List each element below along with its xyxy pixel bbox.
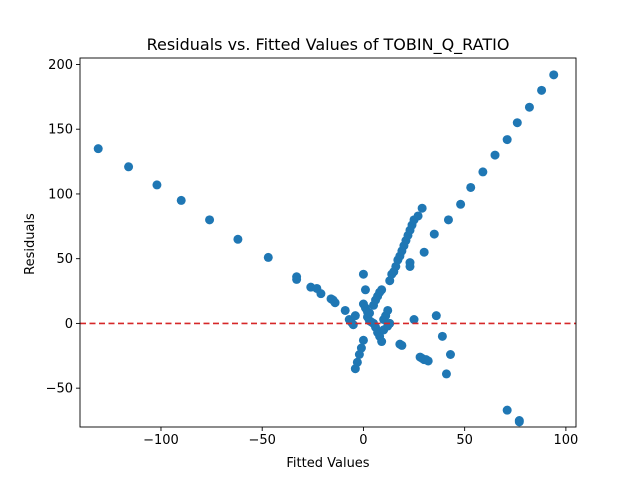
data-point	[419, 247, 429, 257]
y-tick-label: 50	[56, 252, 73, 267]
data-point	[549, 70, 559, 80]
x-tick-label: 0	[359, 433, 367, 448]
data-point	[502, 135, 512, 145]
data-point	[443, 215, 453, 225]
data-point	[409, 315, 419, 325]
data-point	[417, 203, 427, 213]
data-point	[377, 337, 387, 347]
data-point	[512, 118, 522, 128]
data-point	[377, 285, 387, 295]
data-point	[124, 162, 134, 172]
data-point	[360, 285, 370, 295]
data-point	[358, 335, 368, 345]
x-tick-label: −100	[143, 433, 179, 448]
data-point	[431, 311, 441, 321]
data-point	[176, 195, 186, 205]
y-tick-label: −50	[46, 382, 73, 397]
data-point	[350, 311, 360, 321]
data-point	[524, 102, 534, 112]
x-axis-label: Fitted Values	[286, 456, 369, 471]
y-axis-label: Residuals	[23, 213, 38, 275]
data-point	[263, 252, 273, 262]
chart-title: Residuals vs. Fitted Values of TOBIN_Q_R…	[147, 35, 510, 55]
data-point	[340, 305, 350, 315]
y-tick-label: 150	[48, 123, 73, 138]
data-point	[466, 182, 476, 192]
data-point	[429, 229, 439, 239]
data-point	[437, 331, 447, 341]
data-point	[358, 269, 368, 279]
x-tick-label: 50	[456, 433, 473, 448]
x-tick-label: 100	[553, 433, 578, 448]
data-point	[478, 167, 488, 177]
data-point	[502, 405, 512, 415]
data-point	[330, 298, 340, 308]
data-point	[152, 180, 162, 190]
data-point	[233, 234, 243, 244]
data-point	[316, 289, 326, 299]
data-point	[445, 349, 455, 359]
data-point	[292, 274, 302, 284]
data-point	[356, 343, 366, 353]
data-point	[490, 150, 500, 160]
y-tick-label: 200	[48, 58, 73, 73]
axes-frame	[79, 57, 577, 428]
data-point	[397, 340, 407, 350]
data-point	[205, 215, 215, 225]
data-point	[413, 211, 423, 221]
plot-area: −100 −50 0 50 100 −50 0 50 100 150 200	[46, 57, 578, 448]
data-point	[514, 417, 524, 427]
data-point	[383, 305, 393, 315]
data-point	[405, 261, 415, 271]
data-point	[93, 144, 103, 154]
data-point	[537, 85, 547, 95]
data-point	[348, 320, 358, 330]
data-point	[441, 369, 451, 379]
data-point	[365, 308, 375, 318]
x-tick-label: −50	[248, 433, 275, 448]
data-point	[423, 356, 433, 366]
data-point	[352, 357, 362, 367]
data-point	[456, 199, 466, 209]
y-tick-label: 0	[65, 317, 73, 332]
y-tick-label: 100	[48, 187, 73, 202]
